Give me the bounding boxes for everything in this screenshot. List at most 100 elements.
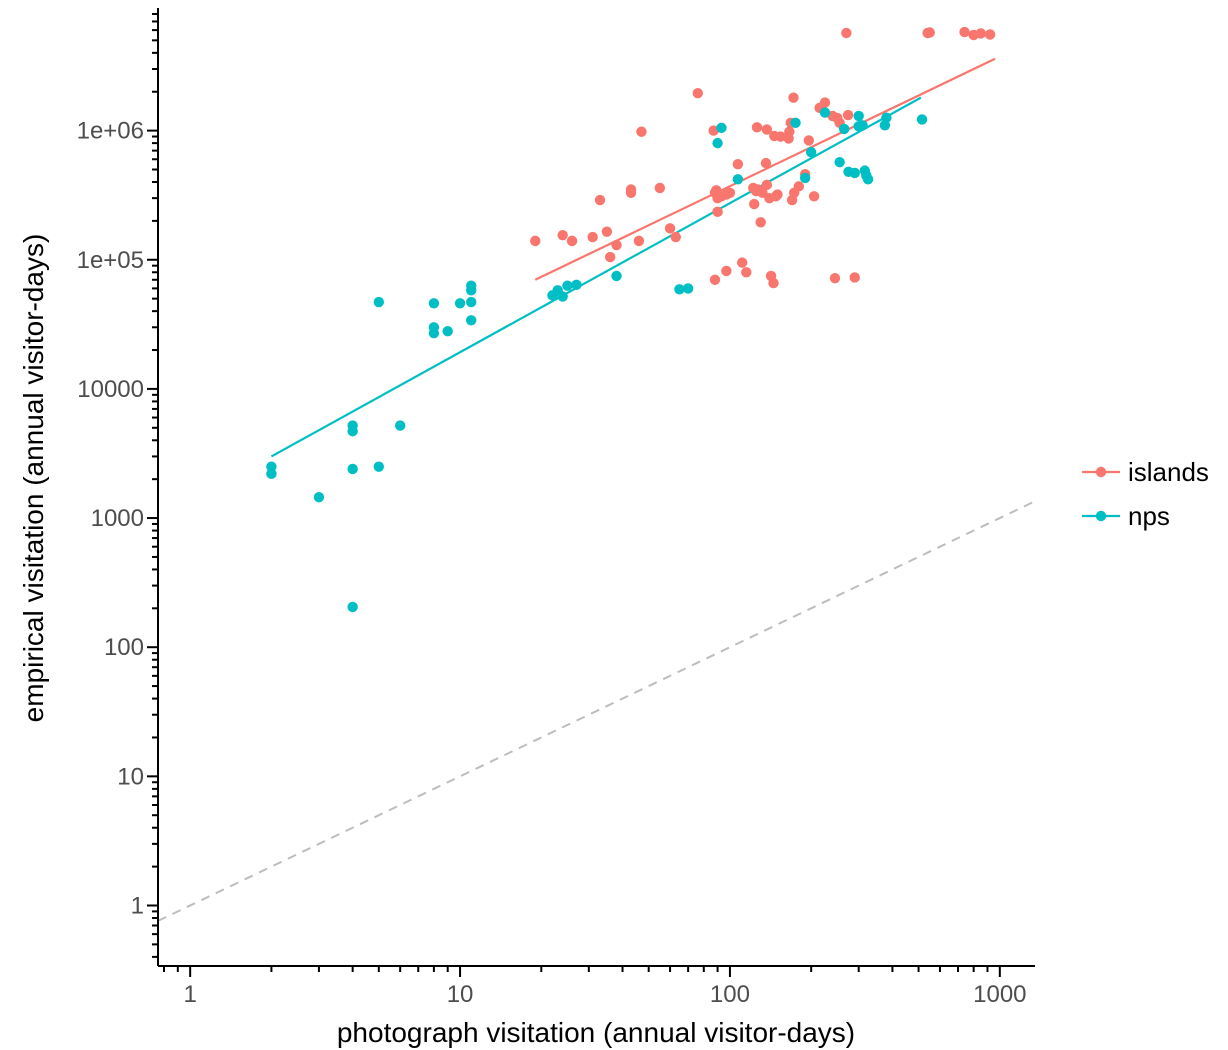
point-nps (466, 285, 477, 296)
point-islands (829, 272, 841, 284)
point-islands (842, 109, 854, 121)
y-tick-label: 10 (117, 763, 144, 790)
point-nps (716, 122, 727, 134)
point-islands (594, 194, 606, 206)
x-tick-label: 1000 (973, 981, 1026, 1008)
point-nps (347, 426, 358, 437)
point-nps (790, 117, 801, 128)
point-islands (732, 158, 744, 170)
point-nps (442, 325, 453, 337)
point-nps (611, 270, 622, 282)
point-islands (749, 198, 760, 210)
point-nps (674, 284, 685, 295)
point-islands (775, 131, 786, 142)
points-layer (266, 26, 996, 613)
x-tick-label: 1 (183, 981, 196, 1008)
point-islands (611, 239, 622, 251)
point-islands (654, 182, 666, 194)
point-islands (633, 235, 645, 247)
tick-labels-layer: 1 10 100 1000 1 10 100 1000 10000 1e+05 1e+06 (77, 118, 1027, 1008)
point-islands (708, 125, 719, 136)
x-axis-title: photograph visitation (annual visitor-da… (337, 1017, 855, 1048)
point-nps (347, 601, 358, 613)
point-islands (557, 229, 568, 241)
point-nps (466, 315, 477, 326)
point-islands (670, 231, 681, 243)
point-islands (721, 265, 732, 277)
point-nps (373, 461, 385, 472)
y-tick-label: 1 (131, 892, 144, 919)
point-islands (755, 217, 766, 228)
point-nps (313, 492, 325, 503)
point-islands (636, 126, 647, 137)
point-islands (959, 26, 970, 38)
point-islands (625, 184, 637, 195)
point-islands (760, 157, 772, 169)
point-islands (601, 226, 613, 237)
point-islands (784, 126, 795, 137)
point-islands (712, 206, 723, 218)
point-islands (924, 27, 935, 38)
point-nps (571, 279, 582, 290)
point-islands (984, 29, 996, 40)
point-islands (841, 27, 852, 39)
point-islands (724, 187, 736, 198)
axes-layer (147, 8, 1035, 977)
legend-key-point-islands (1095, 466, 1107, 478)
point-islands (709, 274, 721, 285)
point-islands (788, 92, 799, 103)
point-islands (975, 28, 986, 39)
y-tick-label: 1e+06 (77, 118, 144, 145)
point-islands (741, 267, 752, 278)
point-islands (772, 189, 783, 200)
point-nps (266, 461, 277, 472)
point-nps (562, 280, 573, 291)
y-axis-title: empirical visitation (annual visitor-day… (18, 234, 49, 723)
point-islands (751, 122, 763, 133)
y-tick-label: 100 (104, 634, 144, 661)
point-nps (454, 298, 466, 309)
point-islands (761, 179, 773, 191)
fit-line-nps (270, 96, 922, 458)
reference-line-layer (157, 500, 1036, 922)
point-nps (916, 114, 928, 125)
legend: islands nps (1082, 457, 1209, 531)
point-islands (664, 223, 676, 234)
y-tick-label: 1e+05 (77, 247, 144, 274)
point-nps (838, 123, 850, 135)
point-islands (692, 87, 703, 99)
legend-label-nps: nps (1128, 501, 1170, 531)
point-nps (428, 298, 440, 309)
point-nps (834, 156, 845, 168)
point-nps (466, 296, 477, 308)
point-nps (853, 110, 864, 122)
point-nps (799, 172, 811, 184)
point-islands (808, 191, 820, 202)
legend-label-islands: islands (1128, 457, 1209, 487)
point-islands (566, 235, 578, 247)
point-nps (857, 120, 868, 131)
legend-key-point-nps (1095, 510, 1107, 522)
point-nps (881, 112, 892, 123)
point-islands (530, 235, 541, 247)
point-nps (557, 291, 568, 302)
point-nps (682, 283, 694, 294)
x-tick-label: 10 (447, 981, 474, 1008)
reference-line (157, 500, 1036, 922)
point-islands (803, 135, 815, 146)
point-islands (736, 257, 748, 268)
point-nps (862, 174, 874, 185)
point-islands (793, 181, 805, 192)
point-islands (819, 97, 831, 108)
x-tick-label: 100 (710, 981, 750, 1008)
point-nps (805, 147, 817, 158)
point-nps (266, 468, 277, 480)
point-nps (394, 420, 406, 431)
point-nps (712, 137, 723, 149)
point-nps (428, 327, 440, 339)
point-nps (373, 296, 385, 308)
point-nps (849, 167, 860, 179)
point-islands (604, 251, 616, 263)
fit-line-islands (534, 57, 996, 281)
y-tick-label: 10000 (77, 376, 144, 403)
